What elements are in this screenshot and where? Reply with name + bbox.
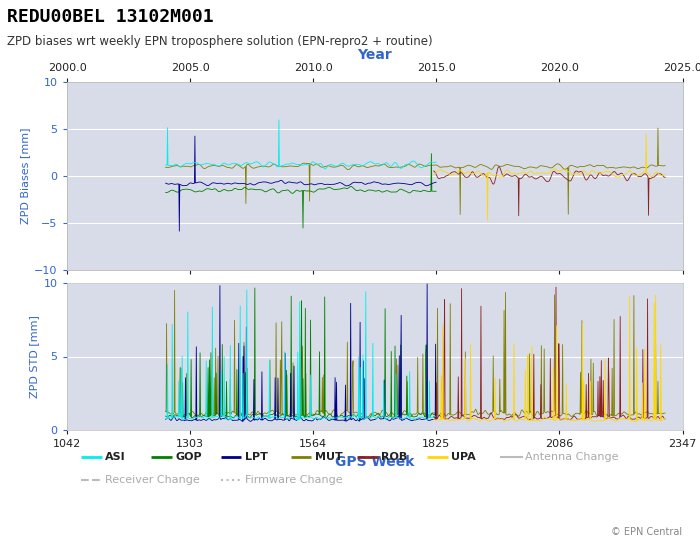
Y-axis label: ZPD Biases [mm]: ZPD Biases [mm] bbox=[20, 128, 30, 224]
Text: Antenna Change: Antenna Change bbox=[525, 452, 619, 462]
Text: Firmware Change: Firmware Change bbox=[245, 475, 342, 485]
Y-axis label: ZPD STD [mm]: ZPD STD [mm] bbox=[29, 315, 39, 398]
Text: LPT: LPT bbox=[245, 452, 268, 462]
Text: ZPD biases wrt weekly EPN troposphere solution (EPN-repro2 + routine): ZPD biases wrt weekly EPN troposphere so… bbox=[7, 35, 433, 48]
Text: MUT: MUT bbox=[315, 452, 343, 462]
Text: ASI: ASI bbox=[105, 452, 125, 462]
Text: GOP: GOP bbox=[175, 452, 202, 462]
Text: Receiver Change: Receiver Change bbox=[105, 475, 200, 485]
Text: REDU00BEL 13102M001: REDU00BEL 13102M001 bbox=[7, 8, 214, 26]
Text: © EPN Central: © EPN Central bbox=[611, 527, 682, 537]
Text: UPA: UPA bbox=[452, 452, 476, 462]
X-axis label: GPS Week: GPS Week bbox=[335, 455, 414, 469]
Text: ROB: ROB bbox=[382, 452, 407, 462]
X-axis label: Year: Year bbox=[357, 48, 392, 62]
